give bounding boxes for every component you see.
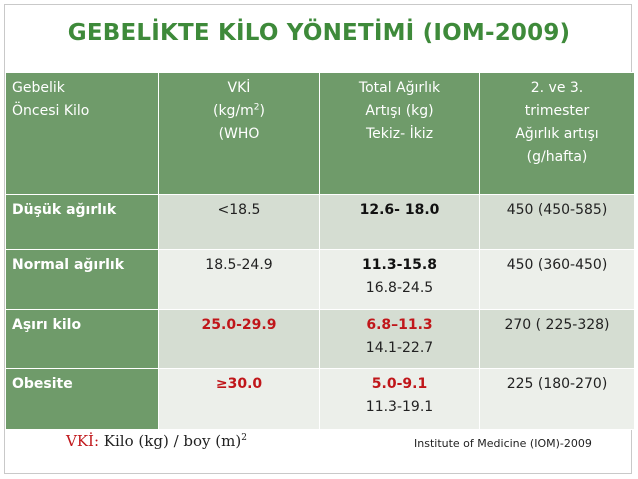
header-weekly-rate: 2. ve 3. trimester Ağırlık artışı (g/haf… [479, 72, 635, 195]
header-text: Gebelik [12, 80, 65, 96]
header-text: VKİ [227, 80, 251, 96]
slide-title: GEBELİKTE KİLO YÖNETİMİ (IOM-2009) [67, 20, 571, 46]
formula-label: VKİ: [66, 432, 100, 450]
header-text: (kg/m2) [165, 100, 313, 123]
row-label: Obesite [5, 368, 159, 430]
total-gain-cell: 6.8–11.3 14.1-22.7 [319, 309, 480, 369]
table-row: Obesite ≥30.0 5.0-9.1 11.3-19.1 225 (180… [5, 368, 635, 430]
bmi-formula: VKİ: Kilo (kg) / boy (m)2 [66, 432, 247, 450]
header-text: Total Ağırlık [358, 80, 441, 96]
header-text: trimester [524, 103, 590, 119]
table-row: Düşük ağırlık <18.5 12.6- 18.0 450 (450-… [5, 194, 635, 250]
bmi-cell: ≥30.0 [158, 368, 320, 430]
gain-single: 6.8–11.3 [366, 317, 433, 333]
header-text: Tekiz- İkiz [365, 126, 434, 142]
total-gain-cell: 11.3-15.8 16.8-24.5 [319, 249, 480, 310]
table-header-row: Gebelik Öncesi Kilo VKİ (kg/m2) (WHO Tot… [5, 72, 635, 195]
weight-gain-table: Gebelik Öncesi Kilo VKİ (kg/m2) (WHO Tot… [5, 72, 635, 430]
header-prepregnancy-weight: Gebelik Öncesi Kilo [5, 72, 159, 195]
header-text: (kg/m [212, 103, 254, 119]
header-superscript: 2 [253, 102, 260, 113]
bmi-cell: 18.5-24.9 [158, 249, 320, 310]
row-label: Normal ağırlık [5, 249, 159, 310]
gain-single: 5.0-9.1 [371, 376, 428, 392]
header-text: ) [259, 103, 265, 119]
table-row: Normal ağırlık 18.5-24.9 11.3-15.8 16.8-… [5, 249, 635, 310]
header-bmi: VKİ (kg/m2) (WHO [158, 72, 320, 195]
source-citation: Institute of Medicine (IOM)-2009 [414, 437, 592, 450]
weekly-rate-cell: 450 (360-450) [479, 249, 635, 310]
gain-twin: 14.1-22.7 [365, 340, 434, 356]
bmi-cell: 25.0-29.9 [158, 309, 320, 369]
bmi-cell: <18.5 [158, 194, 320, 250]
formula-text: Kilo (kg) / boy (m) [99, 432, 242, 450]
header-text: Öncesi Kilo [12, 103, 90, 119]
header-text: Ağırlık artışı [515, 126, 599, 142]
header-total-gain: Total Ağırlık Artışı (kg) Tekiz- İkiz [319, 72, 480, 195]
total-gain-cell: 12.6- 18.0 [319, 194, 480, 250]
formula-superscript: 2 [241, 433, 247, 443]
weekly-rate-cell: 450 (450-585) [479, 194, 635, 250]
gain-twin: 11.3-19.1 [365, 399, 434, 415]
header-text: (WHO [218, 126, 260, 142]
table-row: Aşırı kilo 25.0-29.9 6.8–11.3 14.1-22.7 … [5, 309, 635, 369]
gain-twin: 16.8-24.5 [365, 280, 434, 296]
weekly-rate-cell: 270 ( 225-328) [479, 309, 635, 369]
header-text: Artışı (kg) [365, 103, 434, 119]
row-label: Aşırı kilo [5, 309, 159, 369]
weekly-rate-cell: 225 (180-270) [479, 368, 635, 430]
row-label: Düşük ağırlık [5, 194, 159, 250]
gain-single: 12.6- 18.0 [359, 202, 440, 218]
gain-single: 11.3-15.8 [362, 257, 437, 273]
header-text: 2. ve 3. [530, 80, 584, 96]
total-gain-cell: 5.0-9.1 11.3-19.1 [319, 368, 480, 430]
header-text: (g/hafta) [526, 149, 588, 165]
